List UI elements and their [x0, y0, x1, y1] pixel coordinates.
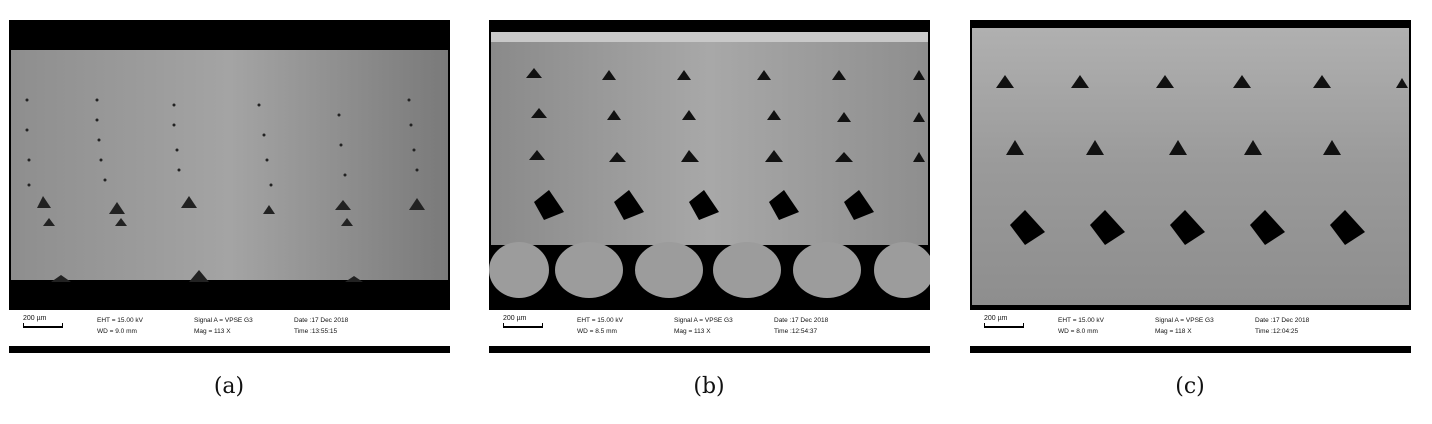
- sem-micrograph-a: [9, 20, 450, 310]
- date-a: Date :17 Dec 2018: [294, 317, 349, 324]
- info-bar-c: 200 µm EHT = 15.00 kV WD = 8.0 mm Signal…: [970, 308, 1411, 346]
- inter-bead-voids-b: [491, 190, 928, 305]
- wd-b: WD = 8.5 mm: [577, 328, 617, 335]
- eht-a: EHT = 15.00 kV: [97, 317, 143, 324]
- inter-bead-voids-c: [1010, 210, 1365, 245]
- mag-b: Mag = 113 X: [674, 328, 711, 335]
- signal-b: Signal A = VPSE G3: [674, 317, 733, 324]
- sem-panel-a: 200 µm EHT = 15.00 kV WD = 9.0 mm Signal…: [9, 20, 450, 353]
- voids-c: [996, 75, 1408, 155]
- scale-bar-line-c: [984, 323, 1024, 328]
- sem-micrograph-c: [970, 20, 1411, 310]
- eht-b: EHT = 15.00 kV: [577, 317, 623, 324]
- caption-b: (b): [693, 374, 725, 399]
- sem-panel-c: 200 µm EHT = 15.00 kV WD = 8.0 mm Signal…: [970, 20, 1411, 353]
- scale-bar-b: 200 µm: [503, 315, 543, 328]
- scale-label-a: 200 µm: [23, 315, 47, 322]
- mag-c: Mag = 118 X: [1155, 328, 1192, 335]
- caption-a: (a): [213, 374, 245, 399]
- scale-bar-line-b: [503, 323, 543, 328]
- scale-bar-a: 200 µm: [23, 315, 63, 328]
- wd-a: WD = 9.0 mm: [97, 328, 137, 335]
- signal-c: Signal A = VPSE G3: [1155, 317, 1214, 324]
- date-c: Date :17 Dec 2018: [1255, 317, 1310, 324]
- voids-b: [526, 68, 925, 162]
- bead-circles-b: [489, 242, 930, 298]
- scale-bar-c: 200 µm: [984, 315, 1024, 328]
- void-markers-a: [25, 98, 425, 282]
- caption-c: (c): [1175, 374, 1205, 399]
- scale-bar-line-a: [23, 323, 63, 328]
- info-bar-a: 200 µm EHT = 15.00 kV WD = 9.0 mm Signal…: [9, 308, 450, 346]
- time-b: Time :12:54:37: [774, 328, 818, 335]
- sem-micrograph-b: [489, 20, 930, 310]
- mag-a: Mag = 113 X: [194, 328, 231, 335]
- info-bar-b: 200 µm EHT = 15.00 kV WD = 8.5 mm Signal…: [489, 308, 930, 346]
- scale-label-b: 200 µm: [503, 315, 527, 322]
- scale-label-c: 200 µm: [984, 315, 1008, 322]
- signal-a: Signal A = VPSE G3: [194, 317, 253, 324]
- time-c: Time :12:04:25: [1255, 328, 1299, 335]
- time-a: Time :13:55:15: [294, 328, 338, 335]
- date-b: Date :17 Dec 2018: [774, 317, 829, 324]
- sem-panel-b: 200 µm EHT = 15.00 kV WD = 8.5 mm Signal…: [489, 20, 930, 353]
- wd-c: WD = 8.0 mm: [1058, 328, 1098, 335]
- eht-c: EHT = 15.00 kV: [1058, 317, 1104, 324]
